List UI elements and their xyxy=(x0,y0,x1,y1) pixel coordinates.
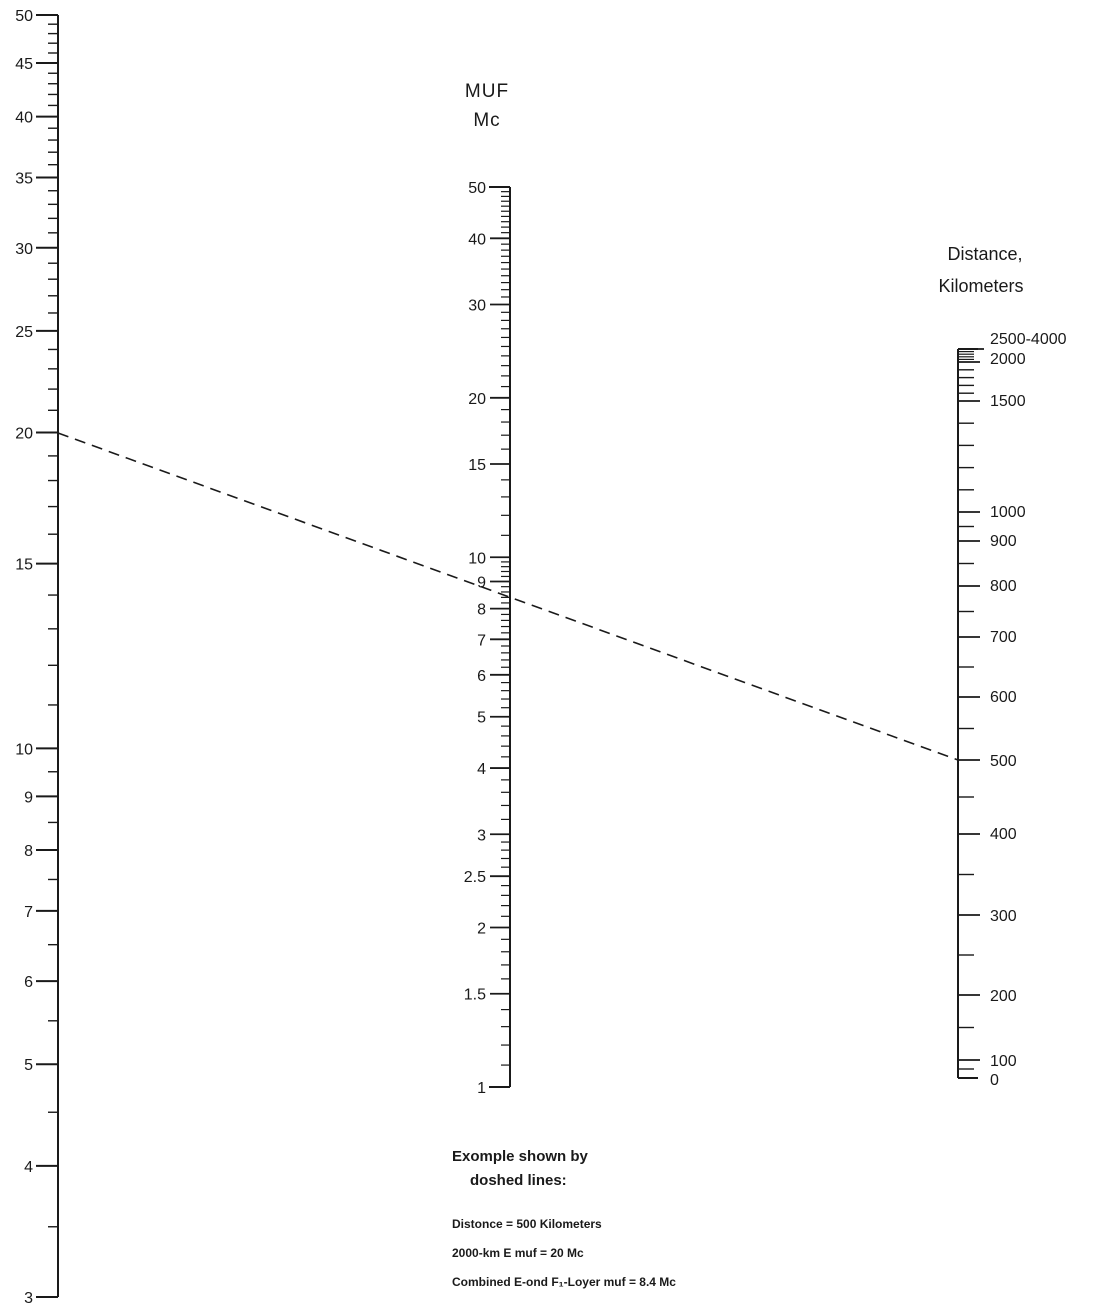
muf-axis-tick-label: 4 xyxy=(477,761,486,778)
muf-axis-tick-label: 7 xyxy=(477,632,486,649)
distance-axis-tick-label: 700 xyxy=(990,629,1017,646)
muf-axis-tick-label: 9 xyxy=(477,575,486,592)
left-axis-tick-label: 8 xyxy=(24,843,33,860)
example-note-line3: Distonce = 500 Kilometers xyxy=(452,1217,602,1231)
muf-axis-tick-label: 6 xyxy=(477,668,486,685)
example-notes: Exomple shown by doshed lines: Distonce … xyxy=(452,1148,676,1289)
distance-axis-tick-label: 300 xyxy=(990,908,1017,925)
distance-axis-tick-label: 2000 xyxy=(990,351,1026,368)
muf-axis-tick-label: 3 xyxy=(477,827,486,844)
example-note-line4: 2000-km E muf = 20 Mc xyxy=(452,1246,584,1260)
distance-axis-tick-label: 600 xyxy=(990,689,1017,706)
distance-axis-tick-label: 100 xyxy=(990,1053,1017,1070)
distance-axis-tick-label: 1500 xyxy=(990,393,1026,410)
left-axis-tick-label: 25 xyxy=(15,324,33,341)
muf-axis-title-line1: MUF xyxy=(465,81,509,102)
distance-axis-tick-label: 900 xyxy=(990,533,1017,550)
example-note-line5: Combined E-ond F₁-Loyer muf = 8.4 Mc xyxy=(452,1275,676,1289)
example-note-line1: Exomple shown by xyxy=(452,1148,589,1165)
distance-axis-tick-label: 500 xyxy=(990,753,1017,770)
left-axis-tick-label: 3 xyxy=(24,1290,33,1306)
distance-axis-title-line2: Kilometers xyxy=(938,276,1023,296)
left-axis-tick-label: 10 xyxy=(15,741,33,758)
muf-axis-tick-label: 15 xyxy=(468,457,486,474)
distance-axis-tick-label: 800 xyxy=(990,578,1017,595)
muf-axis-tick-label: 50 xyxy=(468,180,486,197)
distance-axis-tick-label: 0 xyxy=(990,1072,999,1089)
muf-axis-tick-label: 1 xyxy=(477,1080,486,1097)
distance-axis: Distance, Kilometers 2500-40002000150010… xyxy=(938,244,1066,1089)
left-axis-tick-label: 7 xyxy=(24,904,33,921)
muf-axis-tick-label: 1.5 xyxy=(464,987,486,1004)
left-axis-e-muf-2000km: 50 45 40 35 30 25 20 15 10 9 8 7 6 5 4 3 xyxy=(15,8,59,1306)
left-axis-tick-label: 35 xyxy=(15,171,33,188)
distance-axis-tick-label: 1000 xyxy=(990,504,1026,521)
left-axis-tick-label: 45 xyxy=(15,56,33,73)
example-note-line2: doshed lines: xyxy=(470,1172,567,1189)
distance-axis-tick-label: 400 xyxy=(990,826,1017,843)
distance-axis-tick-label: 200 xyxy=(990,988,1017,1005)
left-axis-tick-label: 5 xyxy=(24,1057,33,1074)
distance-axis-tick-label: 2500-4000 xyxy=(990,331,1067,348)
left-axis-tick-label: 15 xyxy=(15,557,33,574)
muf-axis-tick-label: 2.5 xyxy=(464,869,486,886)
left-axis-tick-label: 20 xyxy=(15,426,33,443)
muf-axis-tick-label: 20 xyxy=(468,391,486,408)
distance-axis-title-line1: Distance, xyxy=(947,244,1022,264)
muf-axis-tick-label: 2 xyxy=(477,921,486,938)
left-axis-tick-label: 50 xyxy=(15,8,33,25)
muf-axis-tick-label: 40 xyxy=(468,231,486,248)
muf-axis-title-line2: Mc xyxy=(473,110,500,131)
example-dashed-line xyxy=(57,432,959,761)
muf-axis-tick-label: 10 xyxy=(468,550,486,567)
muf-axis-tick-label: 30 xyxy=(468,298,486,315)
left-axis-tick-label: 6 xyxy=(24,974,33,991)
left-axis-tick-label: 4 xyxy=(24,1159,33,1176)
left-axis-tick-label: 9 xyxy=(24,789,33,806)
muf-axis-tick-label: 8 xyxy=(477,602,486,619)
left-axis-tick-label: 40 xyxy=(15,110,33,127)
left-axis-tick-label: 30 xyxy=(15,241,33,258)
muf-axis-tick-label: 5 xyxy=(477,710,486,727)
muf-axis: MUF Mc 50 40 30 20 15 10 9 8 7 6 5 4 3 2.5 2 1.5 1 xyxy=(464,81,511,1097)
